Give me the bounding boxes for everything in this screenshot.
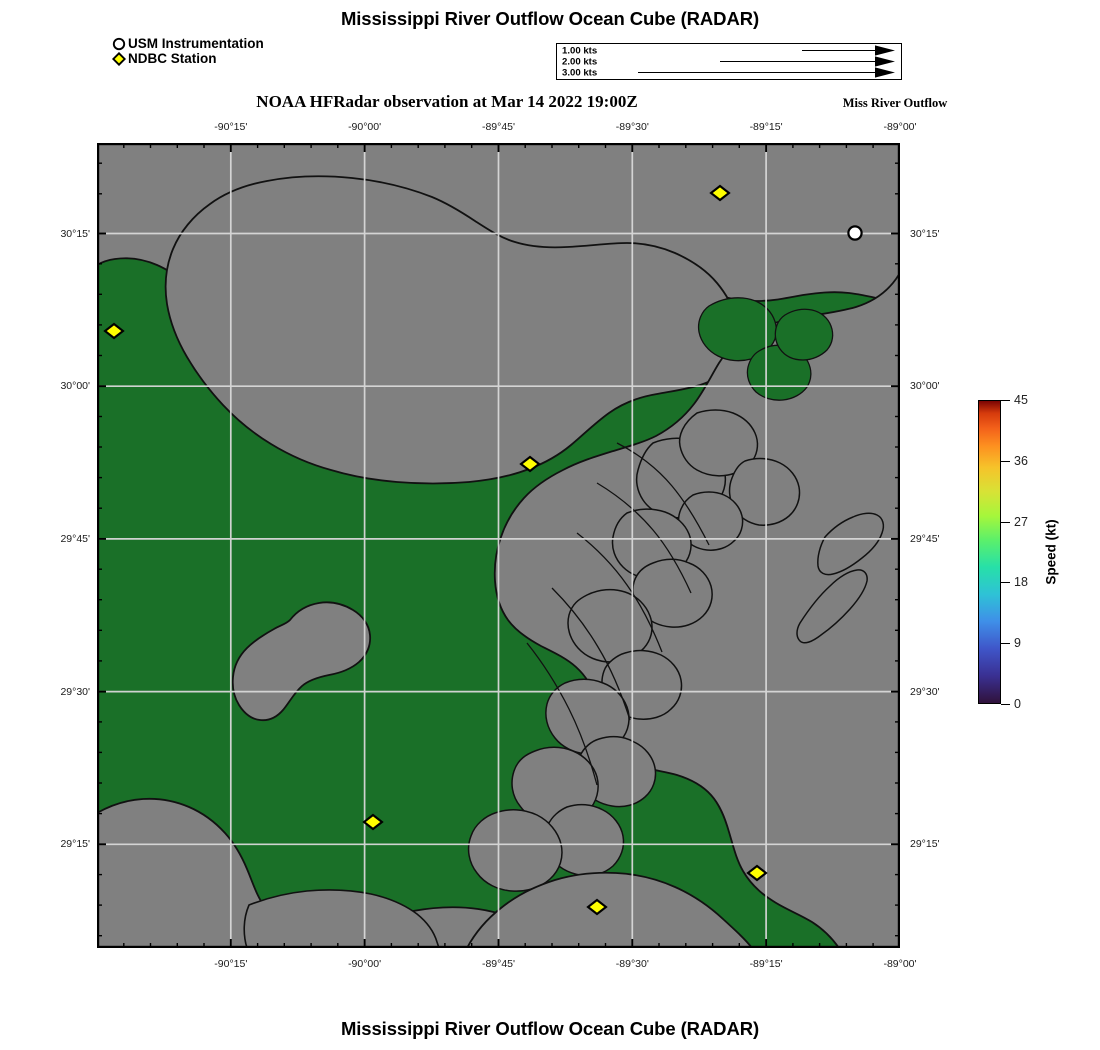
legend-label-usm: USM Instrumentation — [128, 36, 264, 51]
legend-label-ndbc: NDBC Station — [128, 51, 217, 66]
marker-ndbc-station[interactable] — [519, 455, 541, 473]
x-tick-label-bottom: -89°30' — [615, 958, 649, 970]
colorbar-tick-label: 36 — [1014, 453, 1028, 468]
x-tick-label-top: -90°15' — [214, 121, 248, 133]
colorbar-gradient — [978, 400, 1001, 704]
map-gridlines — [97, 143, 900, 948]
colorbar-tick — [1001, 643, 1010, 645]
velocity-scale-label-2: 2.00 kts — [562, 57, 597, 68]
colorbar-tick — [1001, 460, 1010, 462]
velocity-scale-legend: 1.00 kts 2.00 kts 3.00 kts — [556, 43, 902, 80]
observation-subtitle: NOAA HFRadar observation at Mar 14 2022 … — [256, 92, 638, 111]
y-tick-label-left: 30°15' — [60, 227, 90, 240]
y-tick-label-left: 29°30' — [60, 685, 90, 698]
colorbar-tick — [1001, 521, 1010, 523]
colorbar-tick — [1001, 704, 1010, 705]
x-tick-label-bottom: -89°00' — [883, 958, 917, 970]
x-tick-label-top: -89°30' — [615, 121, 649, 133]
colorbar-title: Speed (kt) — [1043, 519, 1059, 585]
y-tick-label-right: 29°15' — [910, 838, 940, 851]
marker-ndbc-station[interactable] — [746, 864, 768, 882]
y-tick-label-left: 29°15' — [60, 838, 90, 851]
colorbar-tick-label: 45 — [1014, 393, 1028, 407]
velocity-scale-label-3: 3.00 kts — [562, 68, 597, 79]
colorbar-tick-label: 18 — [1014, 575, 1028, 590]
y-tick-label-right: 29°30' — [910, 685, 940, 698]
station-legend: USM Instrumentation NDBC Station — [110, 36, 264, 66]
map-markers — [103, 184, 863, 916]
x-tick-label-top: -89°45' — [481, 121, 516, 133]
legend-item-usm: USM Instrumentation — [110, 36, 264, 51]
x-tick-label-top: -89°15' — [749, 121, 783, 133]
marker-usm-instrumentation[interactable] — [847, 225, 863, 241]
colorbar-tick — [1001, 582, 1010, 584]
map-canvas[interactable] — [97, 143, 900, 948]
marker-ndbc-station[interactable] — [586, 898, 608, 916]
x-tick-label-bottom: -90°15' — [214, 958, 248, 970]
y-tick-label-right: 30°15' — [910, 227, 940, 240]
speed-colorbar: 45 36 27 18 9 0 Speed (kt) — [965, 392, 1085, 722]
y-tick-label-right: 29°45' — [910, 532, 940, 545]
marker-ndbc-station[interactable] — [709, 184, 731, 202]
colorbar-tick-label: 9 — [1014, 636, 1021, 651]
y-tick-label-left: 29°45' — [60, 532, 90, 545]
diamond-marker-icon — [110, 51, 128, 66]
colorbar-tick — [1001, 400, 1010, 401]
x-tick-label-top: -89°00' — [883, 121, 917, 133]
velocity-scale-label-1: 1.00 kts — [562, 46, 597, 57]
x-tick-label-bottom: -90°00' — [348, 958, 382, 970]
circle-marker-icon — [110, 36, 128, 51]
marker-ndbc-station[interactable] — [103, 322, 125, 340]
legend-item-ndbc: NDBC Station — [110, 51, 264, 66]
colorbar-tick-label: 0 — [1014, 697, 1021, 711]
footer-title: Mississippi River Outflow Ocean Cube (RA… — [340, 1018, 760, 1039]
marker-ndbc-station[interactable] — [362, 813, 384, 831]
page-title: Mississippi River Outflow Ocean Cube (RA… — [340, 8, 760, 29]
colorbar-tick-label: 27 — [1014, 514, 1028, 529]
region-label: Miss River Outflow — [842, 96, 948, 110]
x-tick-label-bottom: -89°45' — [481, 958, 516, 970]
x-tick-label-top: -90°00' — [348, 121, 382, 133]
y-tick-label-left: 30°00' — [60, 380, 90, 393]
y-tick-label-right: 30°00' — [910, 380, 940, 393]
map-ticks — [97, 143, 900, 948]
x-tick-label-bottom: -89°15' — [749, 958, 783, 970]
